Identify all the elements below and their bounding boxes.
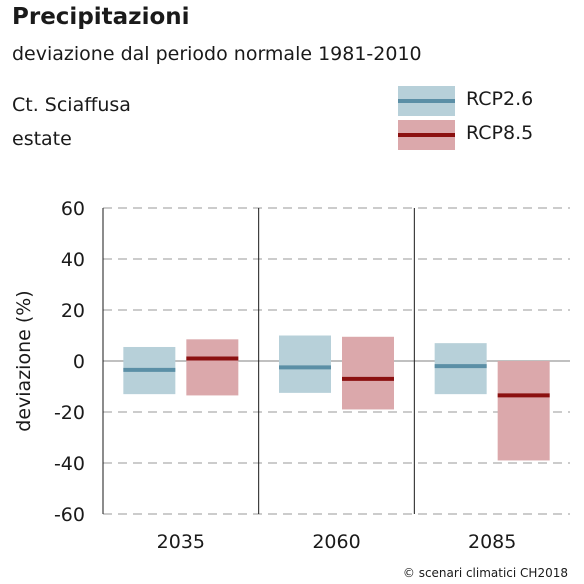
x-tick-label: 2060 [312, 531, 360, 553]
season-label: estate [12, 128, 72, 150]
x-tick-label: 2035 [157, 531, 205, 553]
x-tick-label: 2085 [468, 531, 516, 553]
location-label: Ct. Sciaffusa [12, 94, 131, 116]
y-tick-label: 60 [61, 198, 85, 220]
chart-title: Precipitazioni [12, 4, 190, 30]
range-bar-rcp85-2060 [342, 336, 394, 410]
range-bar-rcp85-2035 [186, 339, 239, 396]
range-bar-rcp85-2085 [497, 361, 550, 461]
y-tick-label: 40 [61, 249, 85, 271]
y-tick-label: -60 [54, 504, 85, 526]
legend-swatch-rcp26 [398, 86, 455, 116]
legend-label-rcp85: RCP8.5 [466, 122, 534, 144]
y-axis-label: deviazione (%) [13, 290, 35, 431]
legend-swatch-rcp85 [398, 120, 455, 150]
y-tick-label: -20 [54, 402, 85, 424]
range-bar-rcp26-2060 [279, 335, 331, 393]
y-tick-label: 20 [61, 300, 85, 322]
chart-subtitle: deviazione dal periodo normale 1981-2010 [12, 43, 422, 65]
range-bar-rcp26-2085 [434, 343, 487, 395]
y-tick-label: 0 [73, 351, 85, 373]
credit-text: © scenari climatici CH2018 [402, 566, 568, 580]
y-tick-label: -40 [54, 453, 85, 475]
legend-label-rcp26: RCP2.6 [466, 88, 534, 110]
